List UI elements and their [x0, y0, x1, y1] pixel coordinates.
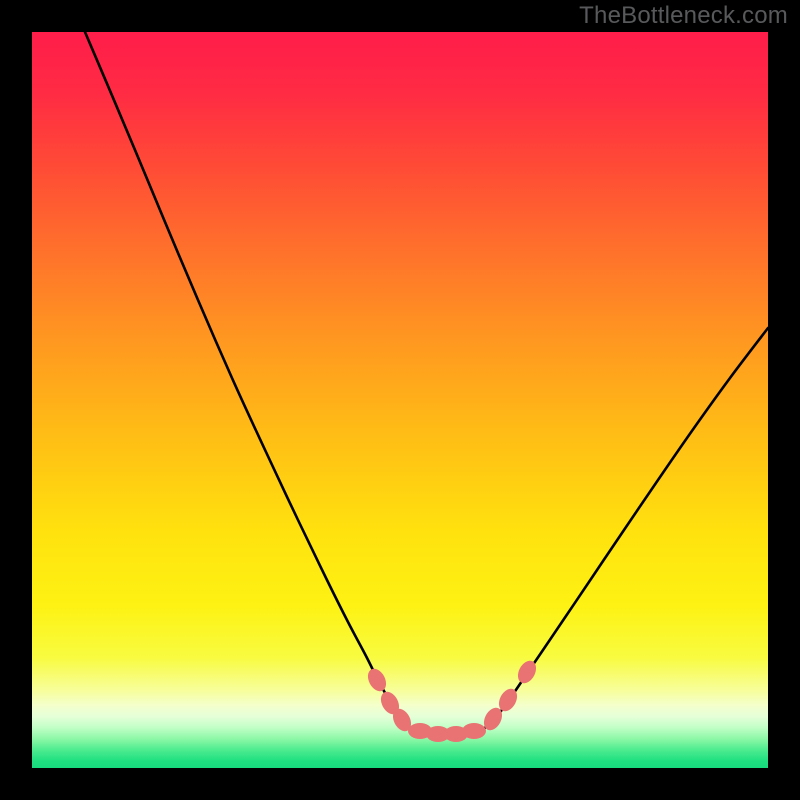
watermark-text: TheBottleneck.com — [579, 2, 788, 30]
bottleneck-curve — [85, 32, 768, 735]
chart-stage: TheBottleneck.com — [0, 0, 800, 800]
curve-marker — [364, 666, 389, 695]
curve-marker — [462, 723, 486, 739]
curve-layer — [0, 0, 800, 800]
